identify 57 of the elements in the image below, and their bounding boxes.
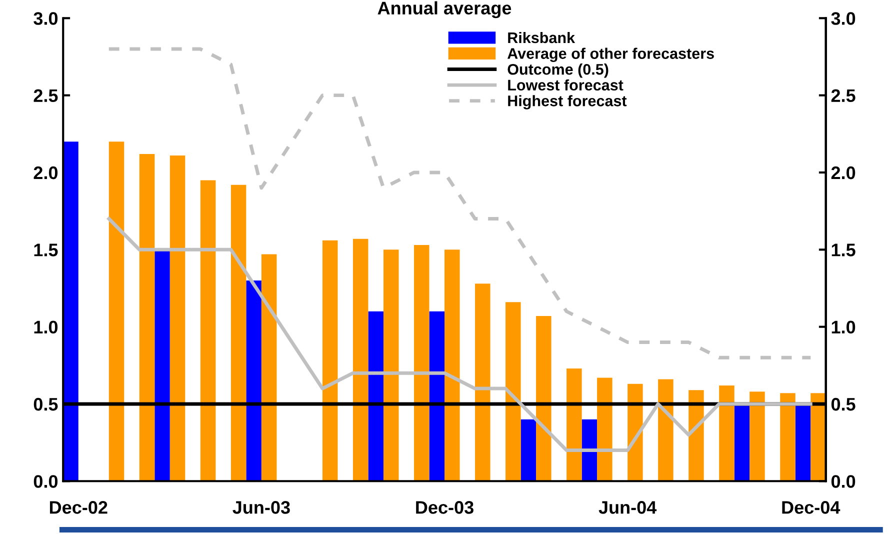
bar	[261, 254, 277, 482]
y2-tick-label: 3.0	[831, 12, 856, 25]
legend-label: Highest forecast	[508, 95, 627, 110]
y-tick-label: 0.5	[34, 398, 58, 411]
bar	[795, 404, 811, 482]
bar	[200, 180, 216, 482]
line-series	[107, 217, 812, 452]
legend-label: Average of other forecasters	[507, 48, 714, 62]
bar	[780, 393, 796, 482]
bar	[597, 378, 612, 482]
x-tick-label: Jun-03	[232, 501, 290, 514]
bar	[383, 250, 399, 482]
y2-tick-label: 2.5	[831, 89, 856, 102]
y2-tick-label: 0.0	[831, 475, 856, 488]
bar	[108, 142, 124, 482]
bar	[63, 142, 78, 482]
bar	[750, 392, 765, 482]
x-tick-label: Dec-02	[50, 501, 108, 514]
y-tick-label: 2.5	[34, 89, 58, 102]
y-tick-label: 2.0	[34, 166, 58, 180]
y-tick-label: 0.0	[34, 475, 58, 488]
y2-tick-label: 1.0	[832, 320, 856, 334]
bar	[520, 419, 536, 482]
bar	[322, 240, 338, 482]
bar	[566, 368, 582, 482]
y2-tick-label: 0.5	[831, 398, 856, 411]
y-tick-label: 1.5	[34, 244, 58, 256]
bar	[475, 284, 490, 482]
bar	[170, 156, 186, 482]
bar	[246, 280, 262, 482]
legend-label: Lowest forecast	[508, 79, 624, 91]
bar	[719, 385, 734, 482]
bar	[536, 316, 552, 482]
legend-label: Outcome (0.5)	[508, 64, 608, 78]
bar	[582, 419, 598, 482]
y2-tick-label: 1.5	[832, 244, 856, 256]
x-tick-label: Dec-04	[782, 501, 840, 514]
bar	[139, 154, 155, 482]
bar	[658, 379, 674, 482]
legend-label: Riksbank	[508, 32, 576, 44]
bar	[810, 393, 826, 482]
bar	[506, 302, 521, 482]
bar	[429, 311, 444, 482]
bar	[230, 184, 246, 482]
bar	[734, 404, 750, 482]
bar	[154, 250, 170, 482]
x-tick-label: Jun-04	[598, 501, 657, 514]
bar	[414, 245, 430, 482]
y-tick-label: 3.0	[34, 12, 58, 25]
y-tick-label: 1.0	[34, 320, 58, 334]
bar	[444, 250, 460, 482]
line-series	[107, 47, 812, 360]
bar	[352, 238, 368, 482]
bar	[368, 311, 384, 482]
chart-title: Annual average	[378, 1, 512, 18]
x-tick-label: Dec-03	[416, 501, 474, 514]
y2-tick-label: 2.0	[831, 166, 856, 180]
